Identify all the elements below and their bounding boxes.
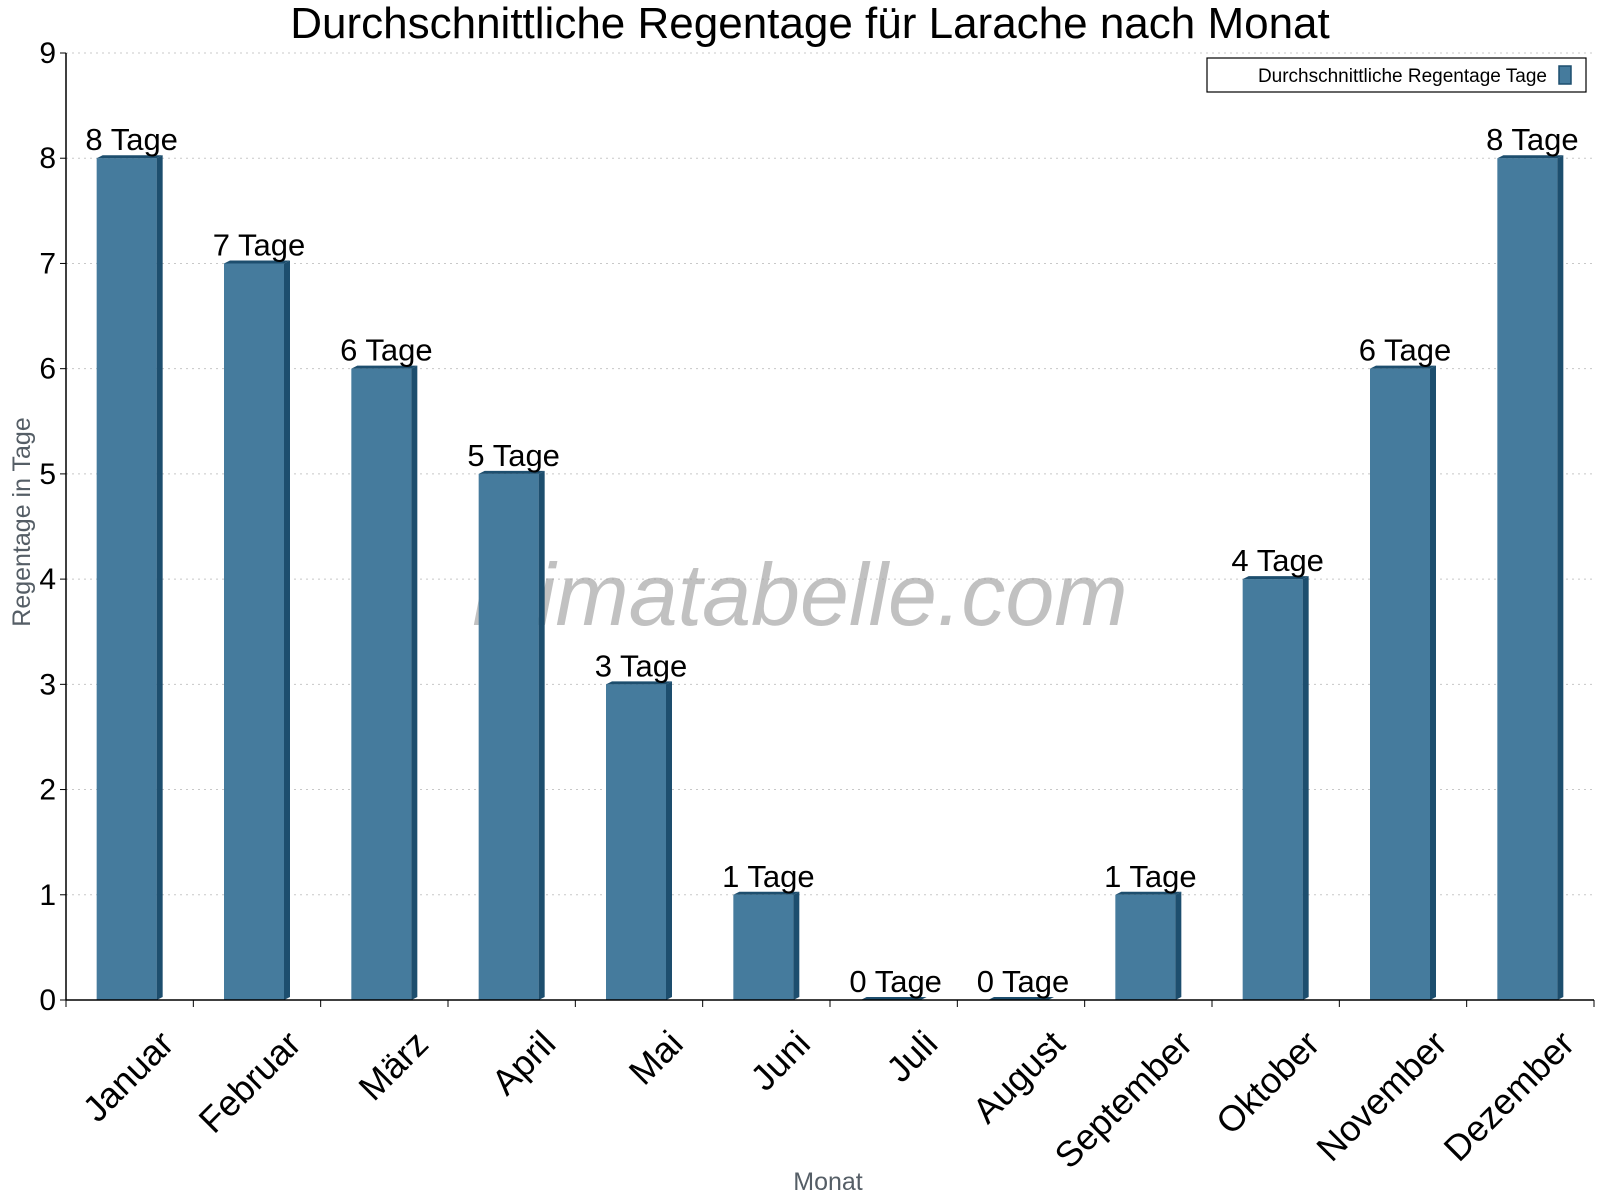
x-tick-label: Dezember [1436, 1023, 1582, 1169]
bar-side [1430, 365, 1436, 1001]
legend: Durchschnittliche Regentage Tage [1206, 57, 1587, 93]
x-tick-label: März [350, 1023, 436, 1109]
bar-top [1497, 155, 1564, 159]
bar-side [156, 155, 163, 1000]
x-tick-label: Mai [621, 1023, 691, 1093]
x-tick-label: August [964, 1023, 1072, 1131]
legend-swatch [1558, 65, 1572, 85]
data-label: 6 Tage [1359, 333, 1452, 368]
bar-top [606, 681, 672, 685]
bar-februar [224, 263, 284, 1000]
legend-entry-label: Durchschnittliche Regentage Tage [1258, 66, 1547, 87]
bar-januar [96, 158, 157, 1000]
bars [96, 155, 1564, 1001]
bar-oktober [1242, 579, 1303, 1000]
data-label: 4 Tage [1231, 543, 1324, 578]
data-label: 3 Tage [595, 648, 688, 683]
y-tick-label: 4 [39, 563, 56, 596]
y-tick-label: 9 [39, 37, 56, 70]
data-label: 6 Tage [340, 333, 433, 368]
bar-side [1175, 891, 1182, 1000]
x-tick-label: Oktober [1208, 1023, 1328, 1143]
bar-side [793, 891, 800, 1000]
bar-side [284, 260, 290, 1000]
bar-november [1370, 368, 1430, 1001]
y-tick-label: 2 [39, 774, 56, 807]
chart-title: Durchschnittliche Regentage für Larache … [290, 0, 1330, 48]
bar-top [1370, 365, 1436, 369]
bar-top [96, 155, 163, 159]
data-label: 7 Tage [213, 227, 306, 262]
bar-top [733, 891, 800, 895]
bar-märz [351, 368, 412, 1001]
bar-top [351, 365, 418, 369]
x-tick-label: Juli [878, 1023, 945, 1090]
x-tick-label: April [483, 1023, 563, 1103]
data-labels: 8 Tage 7 Tage 6 Tage 5 Tage 3 Tage 1 Tage 0 Ta… [85, 122, 1578, 999]
x-tick-label: Februar [191, 1023, 309, 1141]
x-tick-labels: Januar Februar März April Mai Juni Juli AugustS… [74, 1023, 1582, 1177]
x-tick-label: September [1046, 1023, 1200, 1177]
bar-side [411, 365, 418, 1001]
y-axis-label: Regentage in Tage [8, 417, 36, 626]
data-label: 1 Tage [1104, 859, 1197, 894]
x-tick-label: Juni [742, 1023, 818, 1099]
legend-box [1206, 57, 1587, 93]
data-label: 0 Tage [849, 964, 942, 999]
grid-lines [66, 52, 1594, 896]
bar-top [1242, 576, 1309, 580]
data-label: 8 Tage [1486, 122, 1579, 157]
bar-dezember [1497, 158, 1558, 1000]
x-tick-label: Januar [74, 1023, 181, 1130]
bar-side [1302, 576, 1309, 1000]
y-tick-label: 3 [39, 668, 56, 701]
data-label: 0 Tage [977, 964, 1070, 999]
y-tick-label: 0 [39, 984, 56, 1017]
bar-top [224, 260, 290, 264]
bar-april [478, 473, 539, 1000]
y-tick-label: 8 [39, 142, 56, 175]
y-tick-label: 5 [39, 458, 56, 491]
bar-mai [606, 684, 666, 1000]
x-axis-label: Monat [793, 1168, 863, 1196]
bar-side [1557, 155, 1564, 1000]
axes [60, 52, 1595, 1007]
y-tick-labels: 0 1 2 3 4 5 6 7 8 9 [39, 37, 56, 1017]
y-tick-label: 7 [39, 247, 56, 280]
watermark: klimatabelle.com [472, 545, 1127, 644]
data-label: 8 Tage [85, 122, 178, 157]
bar-september [1115, 894, 1176, 1000]
bar-juni [733, 894, 794, 1000]
bar-side [538, 470, 545, 1000]
bar-side [666, 681, 672, 1000]
y-tick-label: 1 [39, 879, 56, 912]
bar-top [478, 470, 545, 474]
x-tick-label: November [1308, 1023, 1454, 1169]
y-tick-label: 6 [39, 353, 56, 386]
data-label: 1 Tage [722, 859, 815, 894]
data-label: 5 Tage [467, 438, 560, 473]
bar-top [1115, 891, 1182, 895]
